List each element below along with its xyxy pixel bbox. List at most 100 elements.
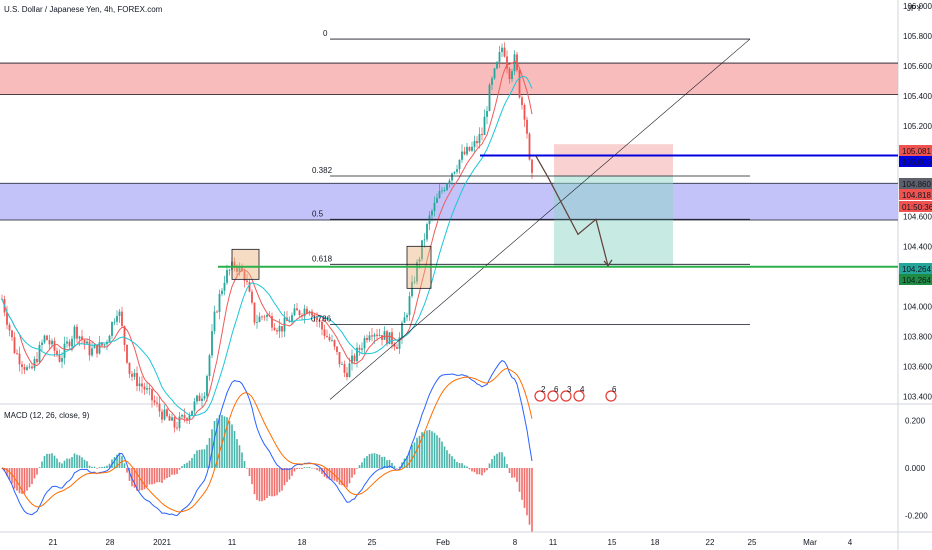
macd-bar	[483, 468, 486, 473]
candle-body	[151, 389, 153, 401]
candle-body	[226, 270, 228, 283]
candle-body	[478, 134, 481, 144]
candle-body	[88, 341, 91, 356]
candle-body	[51, 340, 53, 345]
macd-bar	[396, 468, 398, 469]
candle-body	[451, 173, 453, 181]
forecast-arrowhead	[603, 259, 613, 267]
macd-bar	[433, 432, 436, 468]
macd-bar	[201, 449, 203, 468]
macd-bar	[251, 468, 253, 485]
candle-body	[246, 280, 248, 282]
zone-resistance	[0, 63, 898, 95]
macd-bar	[448, 453, 451, 468]
candle-body	[466, 146, 468, 155]
candle-body	[161, 411, 163, 420]
time-tick-label: 18	[298, 538, 307, 547]
macd-bar	[523, 468, 526, 508]
fib-label: 0	[323, 29, 328, 38]
macd-bar	[6, 468, 8, 477]
currency-label: JPY	[907, 4, 922, 13]
candle-body	[166, 409, 168, 417]
candle-body	[351, 355, 353, 364]
candle-body	[198, 395, 201, 401]
candle-body	[391, 332, 393, 345]
time-tick-label: Mar	[803, 538, 817, 547]
candle-body	[203, 396, 206, 399]
candle-body	[228, 269, 231, 271]
candle-body	[526, 119, 528, 134]
candle-body	[326, 335, 328, 337]
macd-bar	[306, 467, 308, 468]
macd-bar	[478, 468, 481, 475]
macd-bar	[213, 420, 216, 468]
macd-bar	[23, 468, 26, 494]
candle-body	[476, 141, 478, 144]
candle-body	[303, 308, 306, 317]
candle-body	[78, 336, 81, 339]
macd-bar	[276, 468, 278, 496]
macd-bar	[171, 468, 173, 475]
candle-body	[528, 133, 531, 160]
macd-bar	[466, 466, 468, 468]
macd-bar	[403, 458, 406, 468]
macd-bar	[286, 468, 288, 482]
event-marker: 6	[547, 385, 559, 402]
macd-bar	[131, 468, 133, 487]
macd-bar	[528, 468, 531, 525]
time-tick-label: 22	[706, 538, 715, 547]
macd-bar	[291, 468, 293, 476]
macd-bar	[33, 468, 36, 479]
candle-body	[463, 151, 466, 155]
macd-bar	[88, 465, 91, 468]
macd-bar	[188, 460, 191, 468]
candle-body	[201, 398, 203, 401]
macd-bar	[61, 463, 63, 468]
candle-body	[26, 367, 28, 370]
macd-bar	[163, 468, 166, 480]
macd-bar	[31, 468, 33, 485]
macd-bar	[241, 452, 243, 468]
macd-bar	[56, 458, 58, 468]
price-tick-label: 105.600	[903, 62, 932, 71]
candle-body	[243, 271, 246, 281]
time-tick-label: 4	[848, 538, 853, 547]
candle-body	[128, 362, 131, 374]
macd-bar	[373, 453, 376, 468]
macd-bar	[406, 456, 408, 468]
macd-bar	[248, 468, 251, 477]
price-label: 105.081	[902, 147, 931, 156]
macd-bar	[296, 468, 298, 470]
macd-bar	[91, 466, 93, 468]
macd-tick-label: 0.200	[905, 417, 926, 426]
candle-body	[148, 388, 151, 390]
macd-bar	[78, 455, 81, 468]
candle-body	[378, 335, 381, 336]
candle-body	[68, 341, 71, 347]
macd-bar	[58, 462, 61, 468]
macd-bar	[531, 468, 533, 532]
candle-body	[318, 320, 321, 322]
macd-bar	[283, 468, 286, 486]
macd-bar	[383, 456, 386, 468]
event-marker-circle	[560, 390, 572, 402]
macd-bar	[113, 456, 116, 468]
candle-body	[11, 330, 13, 338]
time-tick-label: 25	[748, 538, 757, 547]
candle-body	[16, 352, 18, 354]
candle-body	[428, 215, 431, 225]
macd-bar	[511, 468, 513, 478]
macd-bar	[501, 452, 503, 468]
macd-bar	[271, 468, 273, 497]
signal-line	[1, 367, 533, 513]
macd-bar	[68, 458, 71, 468]
candle-body	[136, 372, 138, 387]
macd-bar	[273, 468, 276, 497]
macd-bar	[423, 431, 426, 468]
candle-body	[66, 341, 68, 344]
candle-body	[271, 316, 273, 328]
macd-bar	[103, 466, 106, 468]
macd-bar	[303, 467, 306, 468]
